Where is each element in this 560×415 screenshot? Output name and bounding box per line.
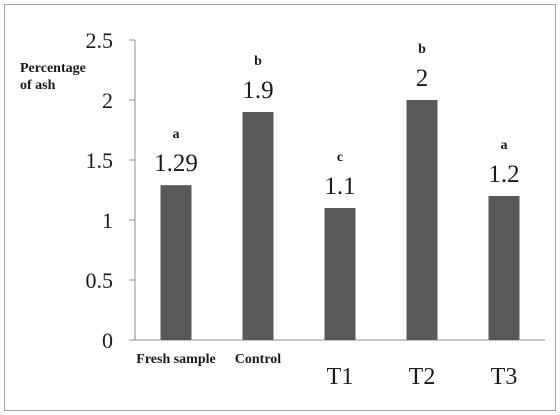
data-label: 2 bbox=[416, 65, 429, 92]
significance-letter: b bbox=[254, 54, 262, 69]
x-category-label: T2 bbox=[409, 364, 436, 390]
x-category-label: T3 bbox=[491, 364, 518, 390]
bar bbox=[324, 208, 356, 340]
data-label: 1.1 bbox=[324, 173, 355, 200]
significance-letter: b bbox=[418, 42, 426, 57]
bar bbox=[242, 112, 274, 340]
y-axis-label-line-2: of ash bbox=[20, 78, 56, 93]
y-tick-label: 0.5 bbox=[86, 268, 114, 293]
bar bbox=[406, 100, 438, 340]
significance-letter: a bbox=[501, 138, 508, 153]
significance-letter: c bbox=[337, 150, 343, 165]
x-category-label: Fresh sample bbox=[136, 352, 215, 367]
x-category-label: T1 bbox=[327, 364, 354, 390]
data-label: 1.29 bbox=[154, 150, 198, 177]
bar bbox=[488, 196, 520, 340]
significance-letter: a bbox=[173, 127, 180, 142]
x-category-label: Control bbox=[235, 352, 282, 367]
y-tick-label: 1 bbox=[102, 208, 113, 233]
data-label: 1.2 bbox=[488, 161, 519, 188]
y-axis-label-line-1: Percentage bbox=[20, 61, 86, 76]
y-tick-label: 0 bbox=[102, 328, 113, 353]
y-tick-label: 1.5 bbox=[86, 148, 114, 173]
chart-frame bbox=[4, 4, 556, 411]
bar bbox=[160, 185, 192, 340]
y-tick-label: 2 bbox=[102, 88, 113, 113]
data-label: 1.9 bbox=[242, 77, 273, 104]
y-tick-label: 2.5 bbox=[86, 28, 114, 53]
